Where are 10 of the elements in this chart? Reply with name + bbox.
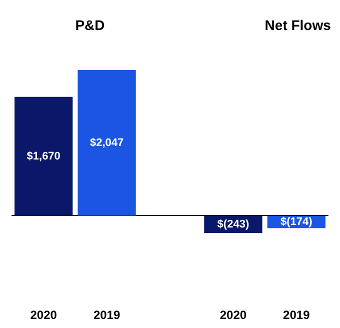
data-label: $(243)	[217, 218, 250, 230]
text: Net Flows	[264, 17, 332, 33]
data-label: $1,670	[26, 150, 60, 162]
data-label: $2,047	[90, 136, 124, 149]
x-tick-label: 2020	[220, 308, 247, 322]
data-label: $(174)	[280, 216, 313, 228]
x-tick-label: 2019	[283, 308, 310, 322]
x-tick-label: 2020	[30, 308, 58, 322]
x-tick-label: 2019	[93, 308, 120, 322]
text: P&D	[75, 17, 105, 33]
